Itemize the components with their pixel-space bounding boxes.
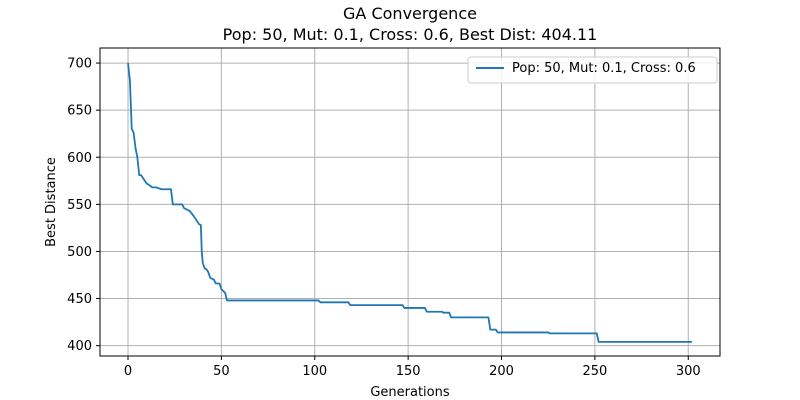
- chart-subtitle: Pop: 50, Mut: 0.1, Cross: 0.6, Best Dist…: [223, 25, 598, 44]
- y-tick-label: 400: [67, 339, 92, 354]
- x-tick-label: 150: [396, 364, 421, 379]
- plot-frame: [99, 47, 721, 357]
- chart-title: GA Convergence: [343, 4, 477, 23]
- legend: Pop: 50, Mut: 0.1, Cross: 0.6: [467, 56, 718, 84]
- y-tick-label: 500: [67, 245, 92, 260]
- x-tick-label: 0: [124, 364, 132, 379]
- y-tick-label: 450: [67, 292, 92, 307]
- x-axis-label: Generations: [370, 385, 450, 400]
- y-tick-label: 600: [67, 151, 92, 166]
- series-layer: [127, 62, 692, 343]
- x-tick-label: 50: [213, 364, 230, 379]
- y-axis-label: Best Distance: [44, 157, 59, 247]
- series-line: [127, 62, 692, 343]
- x-tick-label: 200: [489, 364, 514, 379]
- x-tick-label: 300: [676, 364, 701, 379]
- x-axis-ticks: 0 50 100 150 200 250 300: [124, 356, 701, 379]
- y-tick-label: 550: [67, 198, 92, 213]
- y-tick-label: 700: [67, 57, 92, 72]
- x-tick-label: 250: [582, 364, 607, 379]
- grid-lines: [100, 48, 720, 356]
- x-tick-label: 100: [302, 364, 327, 379]
- legend-box: [467, 56, 718, 84]
- y-axis-ticks: 400 450 500 550 600 650 700: [67, 57, 100, 354]
- y-tick-label: 650: [67, 104, 92, 119]
- legend-label: Pop: 50, Mut: 0.1, Cross: 0.6: [512, 61, 696, 76]
